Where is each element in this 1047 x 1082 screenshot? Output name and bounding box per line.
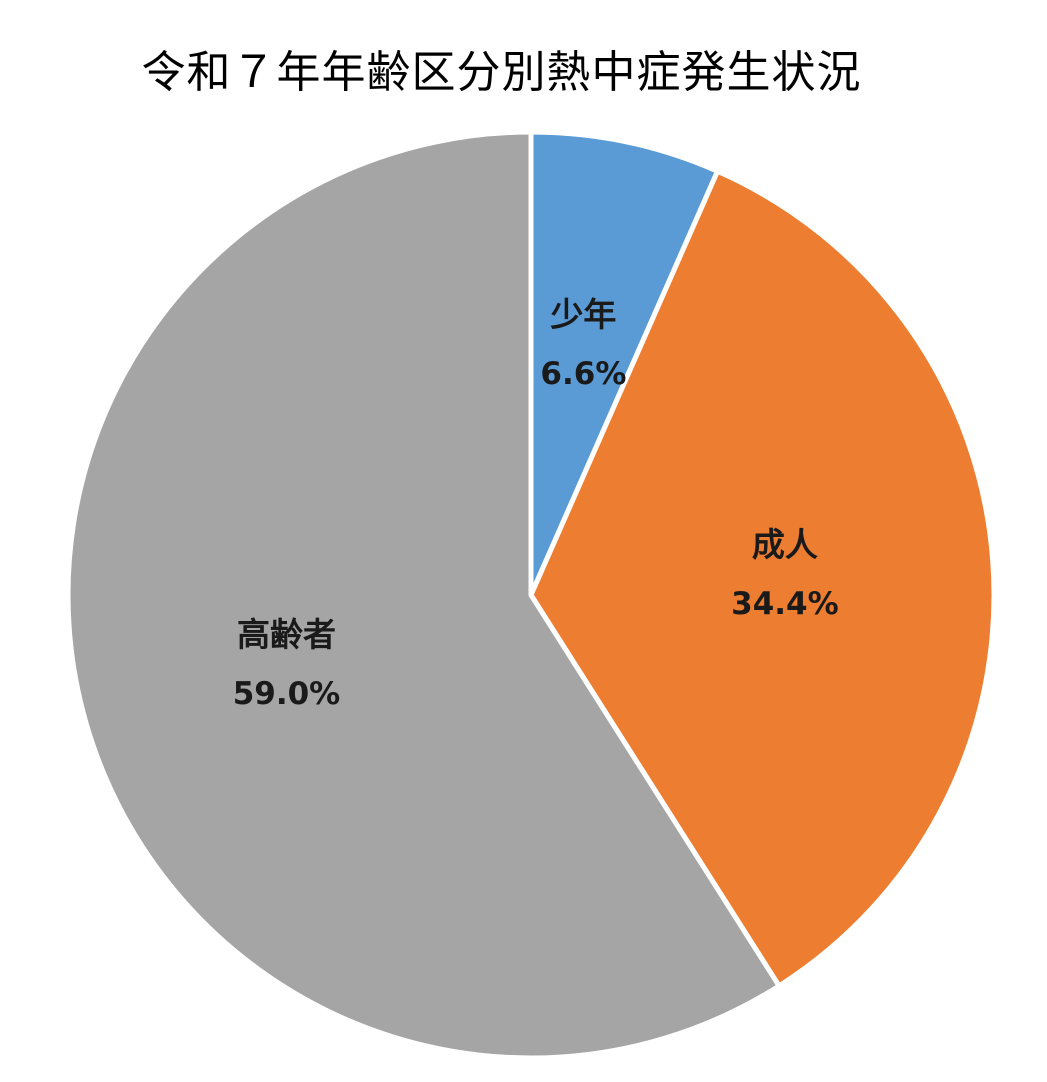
- pie-slice-3: [65, 129, 782, 1061]
- slice-value-label: 6.6%: [540, 356, 626, 392]
- slice-category-label: 高齢者: [237, 615, 336, 654]
- pie-labels: 少年 6.6% 成人 34.4% 高齢者 59.0%: [233, 295, 839, 712]
- slice-value-label: 34.4%: [731, 586, 839, 622]
- chart-title: 令和７年年齢区分別熱中症発生状況: [141, 47, 862, 98]
- pie-slices: [65, 129, 997, 1061]
- slice-value-label: 59.0%: [233, 676, 341, 712]
- pie-slice-2: [528, 168, 997, 989]
- slice-category-label: 成人: [752, 525, 818, 564]
- pie-slice-1: [528, 129, 721, 598]
- slice-category-label: 少年: [550, 295, 616, 334]
